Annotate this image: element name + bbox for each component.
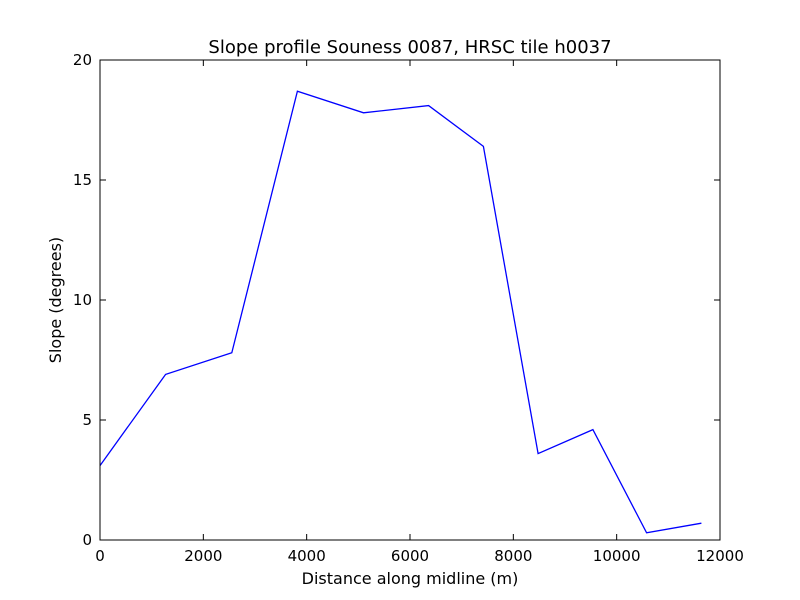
x-tick-label: 12000 [696,547,744,565]
x-axis-ticks: 0 2000 4000 6000 8000 10000 12000 [95,60,744,565]
y-tick-label: 15 [73,171,92,189]
x-tick-label: 2000 [184,547,222,565]
y-tick-label: 10 [73,291,92,309]
chart-title: Slope profile Souness 0087, HRSC tile h0… [208,37,611,58]
x-axis-label: Distance along midline (m) [302,569,519,588]
series-layer [99,90,702,534]
y-tick-label: 5 [82,411,92,429]
y-axis-ticks: 0 5 10 15 20 [73,51,720,549]
plot-frame [99,59,721,541]
x-tick-label: 6000 [391,547,429,565]
y-tick-label: 20 [73,51,92,69]
x-tick-label: 8000 [494,547,532,565]
y-axis-label: Slope (degrees) [46,237,65,363]
x-tick-label: 4000 [288,547,326,565]
x-tick-label: 10000 [593,547,641,565]
x-tick-label: 0 [95,547,105,565]
y-tick-label: 0 [82,531,92,549]
series-line [99,90,702,534]
